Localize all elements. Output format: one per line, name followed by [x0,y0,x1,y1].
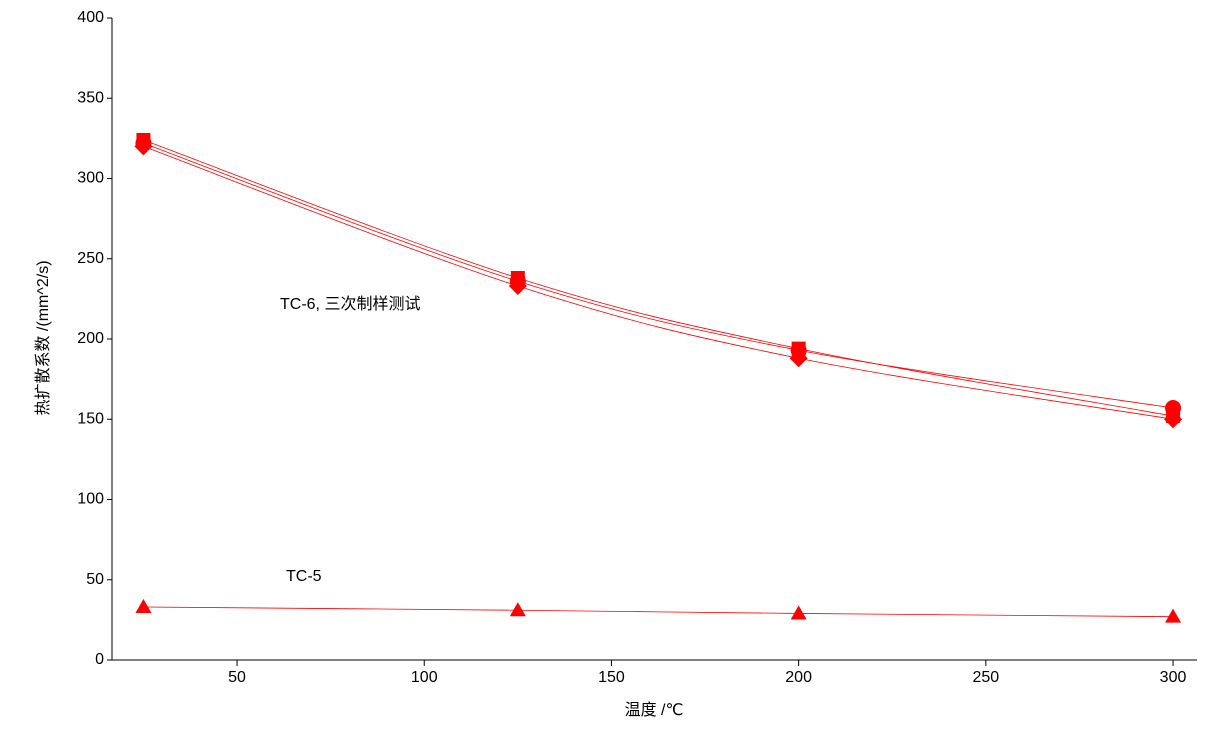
y-tick-label: 350 [77,89,104,106]
y-tick-label: 300 [77,170,104,187]
marker [508,277,527,296]
marker [134,137,153,156]
x-tick-label: 150 [598,669,625,686]
annotation: TC-5 [286,568,322,585]
y-tick-label: 100 [77,491,104,508]
x-axis-label: 温度 /℃ [625,701,684,719]
y-axis-label: 热扩散系数 /(mm^2/s) [34,260,52,415]
series-line [143,139,1174,417]
marker [135,599,152,614]
y-tick-label: 400 [77,9,104,26]
x-tick-label: 250 [972,669,999,686]
series-line [143,146,1174,420]
y-tick-label: 200 [77,330,104,347]
marker [509,602,526,617]
series-line [143,606,1174,618]
marker [790,605,807,620]
marker [1164,410,1183,429]
y-tick-label: 50 [86,571,104,588]
x-tick-label: 200 [785,669,812,686]
marker [1165,608,1182,623]
marker [1165,400,1182,417]
marker [789,349,808,368]
series-line [143,142,1174,409]
y-tick-label: 250 [77,250,104,267]
x-tick-label: 300 [1160,669,1187,686]
annotation: TC-6, 三次制样测试 [280,295,420,313]
y-tick-label: 0 [95,651,104,668]
x-tick-label: 100 [411,669,438,686]
x-tick-label: 50 [228,669,246,686]
y-tick-label: 150 [77,410,104,427]
